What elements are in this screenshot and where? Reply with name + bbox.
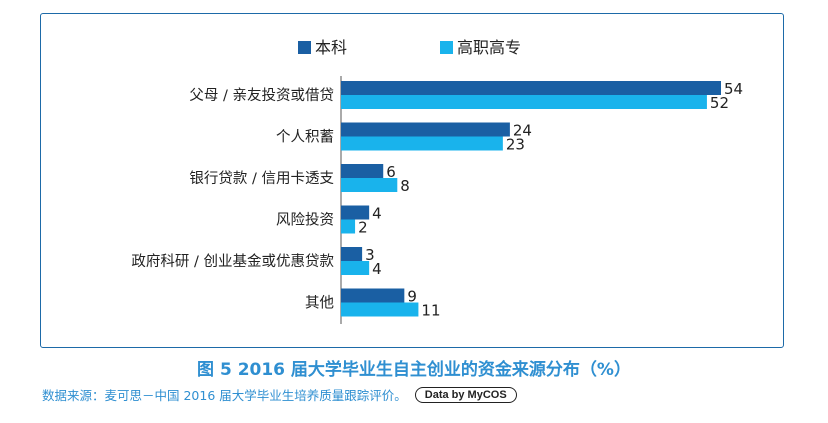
chart-frame <box>40 13 784 348</box>
legend-label: 本科 <box>315 38 347 57</box>
bar <box>341 164 384 178</box>
data-label: 3 <box>365 246 375 264</box>
data-label: 4 <box>372 260 382 278</box>
data-label: 9 <box>407 288 417 306</box>
legend-swatch <box>440 41 453 54</box>
bar <box>341 302 419 317</box>
category-label: 父母 / 亲友投资或借贷 <box>189 87 334 104</box>
bar <box>341 136 503 151</box>
data-label: 24 <box>513 122 532 140</box>
bar <box>341 261 370 275</box>
bar <box>341 81 721 95</box>
source-line: 数据来源：麦可思－中国 2016 届大学毕业生培养质量跟踪评价。 Data by… <box>42 385 517 404</box>
legend-swatch <box>298 41 311 54</box>
mycos-logo: Data by MyCOS <box>414 386 517 403</box>
category-label: 银行贷款 / 信用卡透支 <box>189 170 334 187</box>
data-label: 8 <box>400 177 410 195</box>
data-label: 6 <box>386 163 396 181</box>
data-label: 23 <box>506 136 525 154</box>
data-label: 2 <box>358 219 368 237</box>
category-label: 风险投资 <box>276 212 334 229</box>
data-label: 4 <box>372 205 382 223</box>
bar <box>341 178 398 192</box>
data-label: 54 <box>724 80 743 98</box>
bar <box>341 205 370 220</box>
source-text: 数据来源：麦可思－中国 2016 届大学毕业生培养质量跟踪评价。 <box>42 388 407 403</box>
data-label: 52 <box>710 94 729 112</box>
category-label: 其他 <box>305 295 334 312</box>
legend-label: 高职高专 <box>457 38 521 57</box>
category-label: 个人积蓄 <box>276 129 334 146</box>
category-label: 政府科研 / 创业基金或优惠贷款 <box>131 253 334 270</box>
bar <box>341 95 707 109</box>
bar <box>341 219 356 234</box>
bar <box>341 122 510 137</box>
bar <box>341 247 363 261</box>
chart-title: 图 5 2016 届大学毕业生自主创业的资金来源分布（%） <box>197 360 631 380</box>
bar <box>341 288 405 303</box>
data-label: 11 <box>421 302 440 320</box>
